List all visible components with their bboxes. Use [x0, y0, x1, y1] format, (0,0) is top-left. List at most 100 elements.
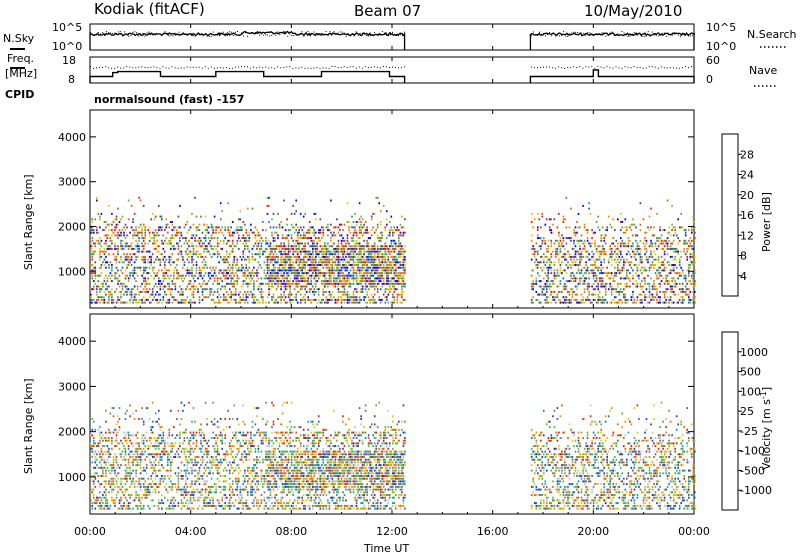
noise-search-point — [545, 35, 546, 37]
data-cell — [689, 237, 692, 240]
data-cell — [304, 234, 306, 237]
data-cell — [657, 255, 660, 258]
data-cell — [265, 239, 267, 242]
data-cell — [213, 237, 216, 240]
data-cell — [305, 285, 308, 288]
data-cell — [274, 269, 276, 272]
data-cell — [366, 226, 368, 229]
data-cell — [257, 507, 260, 510]
data-cell — [540, 245, 542, 248]
data-cell — [600, 298, 602, 301]
data-cell — [620, 221, 622, 223]
data-cell — [543, 285, 545, 288]
data-cell — [402, 261, 405, 264]
data-cell — [315, 255, 317, 258]
data-cell — [617, 290, 619, 293]
data-cell — [372, 247, 374, 250]
data-cell — [552, 223, 554, 226]
data-cell — [689, 290, 692, 293]
data-cell — [586, 282, 589, 285]
data-cell — [129, 261, 131, 264]
data-cell — [130, 296, 133, 299]
data-cell — [118, 290, 121, 293]
data-cell — [304, 504, 306, 507]
data-cell — [334, 234, 337, 237]
data-cell — [231, 239, 234, 242]
noise-search-point — [657, 35, 659, 37]
data-cell — [648, 266, 651, 269]
data-cell — [165, 258, 168, 261]
data-cell — [645, 239, 648, 242]
data-cell — [358, 269, 361, 272]
data-cell — [127, 280, 130, 283]
noise-search-point — [305, 31, 307, 33]
data-cell — [372, 301, 374, 304]
data-cell — [635, 272, 637, 275]
data-cell — [266, 212, 269, 215]
noise-search-point — [283, 33, 285, 35]
data-cell — [367, 261, 370, 264]
data-cell — [373, 301, 376, 304]
data-cell — [666, 288, 669, 291]
data-cell — [668, 280, 670, 283]
data-cell — [263, 272, 266, 275]
data-cell — [307, 269, 309, 272]
data-cell — [180, 288, 183, 291]
data-cell — [618, 282, 621, 285]
data-cell — [358, 226, 361, 229]
data-cell — [271, 247, 273, 250]
noise-search-point — [587, 32, 589, 34]
data-cell — [334, 507, 337, 510]
data-cell — [382, 247, 385, 250]
data-cell — [224, 507, 226, 510]
data-cell — [123, 261, 125, 264]
power-data — [90, 196, 696, 304]
data-cell — [550, 253, 553, 256]
data-cell — [586, 285, 589, 288]
data-cell — [292, 507, 294, 510]
noise-search-point — [275, 34, 277, 36]
data-cell — [540, 285, 542, 288]
data-cell — [316, 301, 319, 304]
data-cell — [665, 266, 667, 269]
data-cell — [621, 255, 624, 258]
data-cell — [254, 301, 257, 304]
data-cell — [266, 255, 269, 258]
data-cell — [352, 247, 355, 250]
data-cell — [207, 242, 210, 245]
data-cell — [694, 507, 696, 510]
noise-search-point — [357, 34, 359, 36]
data-cell — [159, 288, 162, 291]
data-cell — [93, 269, 95, 272]
data-cell — [153, 277, 155, 280]
data-cell — [671, 264, 673, 266]
data-cell — [142, 288, 145, 291]
data-cell — [381, 247, 383, 250]
noise-search-point — [671, 34, 673, 36]
nave-point — [334, 66, 336, 67]
data-cell — [147, 229, 149, 232]
noise-search-point — [196, 33, 198, 35]
data-cell — [656, 212, 658, 215]
data-cell — [135, 266, 137, 269]
data-cell — [556, 226, 559, 229]
data-cell — [384, 266, 387, 269]
data-cell — [144, 229, 146, 232]
data-cell — [272, 280, 275, 283]
data-cell — [179, 237, 181, 240]
data-cell — [298, 507, 300, 510]
data-cell — [398, 239, 400, 242]
data-cell — [204, 229, 207, 232]
data-cell — [266, 296, 269, 299]
data-cell — [216, 280, 219, 283]
data-cell — [272, 247, 275, 250]
data-cell — [366, 272, 368, 275]
data-cell — [375, 272, 377, 275]
data-cell — [301, 266, 303, 269]
data-cell — [148, 296, 151, 299]
data-cell — [349, 274, 352, 277]
data-cell — [379, 247, 382, 250]
data-cell — [604, 253, 607, 256]
data-cell — [230, 274, 232, 277]
data-cell — [310, 277, 313, 280]
